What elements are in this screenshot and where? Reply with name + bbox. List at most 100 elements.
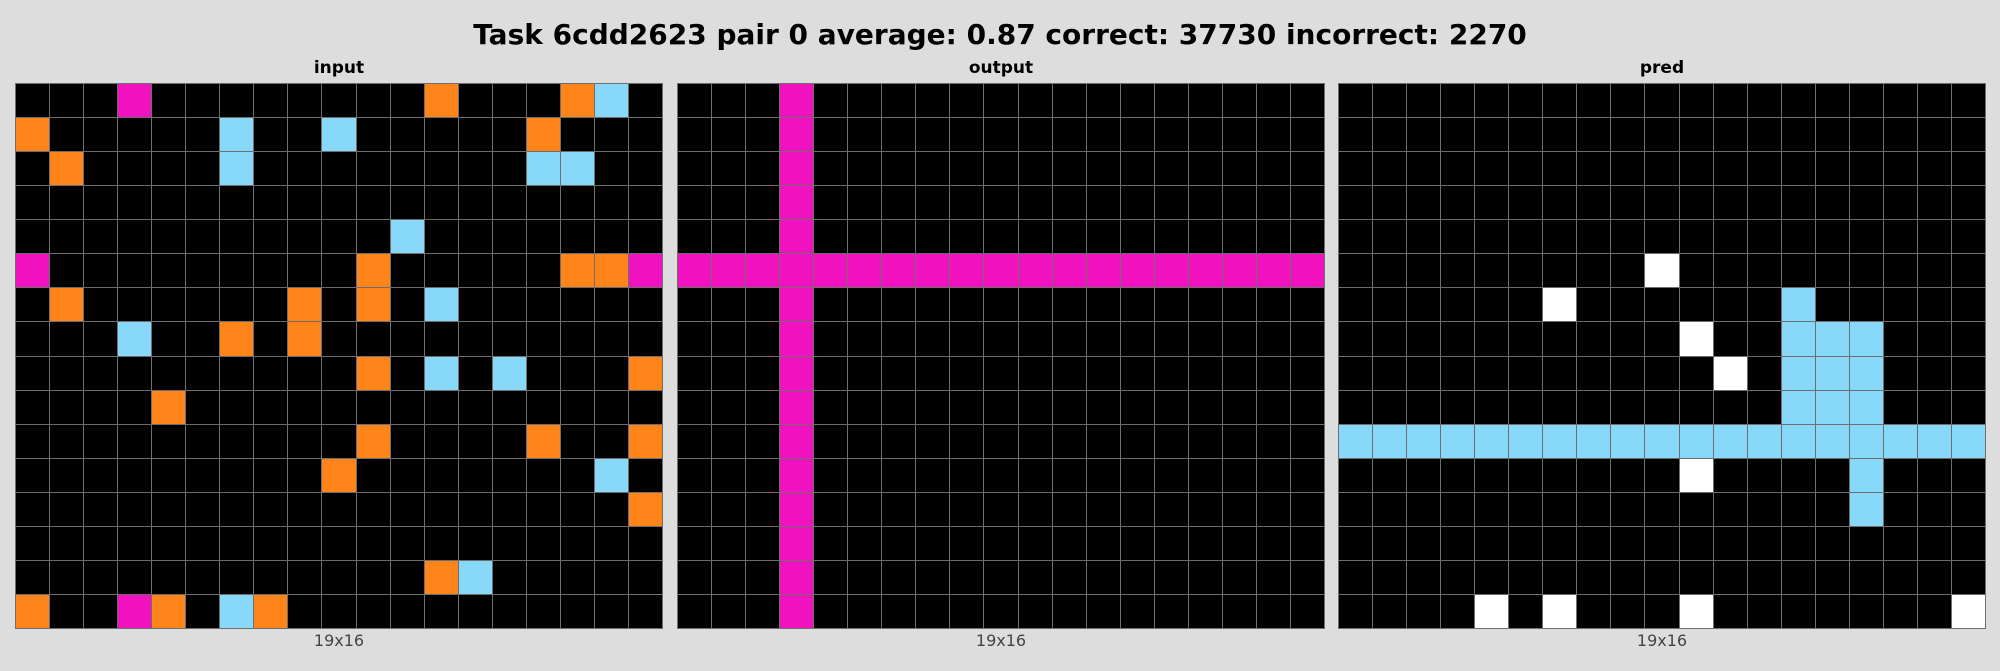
- grid-cell: [16, 84, 50, 118]
- grid-cell: [984, 560, 1018, 594]
- grid-cell: [984, 424, 1018, 458]
- grid-cell: [1849, 288, 1883, 322]
- grid-cell: [746, 356, 780, 390]
- grid-cell: [984, 390, 1018, 424]
- grid-cell: [1951, 492, 1985, 526]
- grid-cell: [1815, 152, 1849, 186]
- grid-cell: [950, 356, 984, 390]
- grid-cell: [1849, 356, 1883, 390]
- grid-cell: [984, 152, 1018, 186]
- grid-cell: [1188, 424, 1222, 458]
- grid-cell: [1154, 322, 1188, 356]
- grid-cell: [424, 526, 458, 560]
- grid-cell: [560, 560, 594, 594]
- grid-cell: [1373, 458, 1407, 492]
- grid-cell: [814, 152, 848, 186]
- grid-cell: [1883, 84, 1917, 118]
- grid-cell: [1373, 84, 1407, 118]
- grid-cell: [712, 356, 746, 390]
- panel-title: input: [313, 58, 365, 78]
- grid-cell: [118, 560, 152, 594]
- grid-cell: [984, 526, 1018, 560]
- grid-cell: [1849, 458, 1883, 492]
- grid-cell: [1781, 220, 1815, 254]
- grid-cell: [882, 322, 916, 356]
- grid-cell: [84, 424, 118, 458]
- grid-cell: [50, 424, 84, 458]
- grid-cell: [322, 424, 356, 458]
- grid-cell: [356, 492, 390, 526]
- grid-cell: [1086, 186, 1120, 220]
- grid-cell: [780, 492, 814, 526]
- grid-cell: [1815, 356, 1849, 390]
- grid-cell: [712, 84, 746, 118]
- grid-cell: [916, 152, 950, 186]
- grid-cell: [780, 220, 814, 254]
- grid-cell: [220, 322, 254, 356]
- grid-cell: [1543, 118, 1577, 152]
- grid-cell: [1713, 390, 1747, 424]
- grid-cell: [1917, 594, 1951, 628]
- grid-cell: [1815, 322, 1849, 356]
- grid-cell: [390, 424, 424, 458]
- grid-cell: [1373, 220, 1407, 254]
- grid-cell: [594, 492, 628, 526]
- grid-cell: [1339, 526, 1373, 560]
- grid-cell: [1441, 152, 1475, 186]
- grid-cell: [814, 322, 848, 356]
- grid-cell: [526, 84, 560, 118]
- grid-cell: [628, 594, 662, 628]
- grid-cell: [152, 84, 186, 118]
- grid-cell: [594, 288, 628, 322]
- grid-cell: [780, 560, 814, 594]
- grid-cell: [288, 356, 322, 390]
- grid-cell: [50, 390, 84, 424]
- grid-cell: [1018, 118, 1052, 152]
- grid-cell: [1951, 288, 1985, 322]
- grid-cell: [780, 322, 814, 356]
- grid-cell: [152, 220, 186, 254]
- grid-cell: [916, 424, 950, 458]
- grid-cell: [1407, 458, 1441, 492]
- grid-cell: [1543, 560, 1577, 594]
- grid-cell: [1611, 186, 1645, 220]
- grid-cell: [1290, 458, 1324, 492]
- grid-cell: [1611, 356, 1645, 390]
- grid-cell: [1222, 84, 1256, 118]
- grid-cell: [1475, 118, 1509, 152]
- grid-cell: [1120, 526, 1154, 560]
- grid-cell: [1849, 84, 1883, 118]
- grid-cell: [1120, 594, 1154, 628]
- grid-cell: [1781, 84, 1815, 118]
- grid-cell: [950, 458, 984, 492]
- grid-cell: [390, 356, 424, 390]
- grid-cell: [356, 458, 390, 492]
- grid-cell: [1815, 424, 1849, 458]
- grid-cell: [1543, 594, 1577, 628]
- grid-cell: [1883, 152, 1917, 186]
- grid-cell: [1577, 186, 1611, 220]
- grid-cell: [1883, 594, 1917, 628]
- grid-cell: [1441, 84, 1475, 118]
- grid-cell: [1951, 152, 1985, 186]
- grid-cell: [1713, 84, 1747, 118]
- grid-cell: [322, 492, 356, 526]
- grid-cell: [1256, 84, 1290, 118]
- grid-cell: [1951, 424, 1985, 458]
- grid-cell: [1509, 356, 1543, 390]
- grid-cell: [1052, 424, 1086, 458]
- grid-cell: [882, 458, 916, 492]
- grid-cell: [1188, 220, 1222, 254]
- grid-cell: [390, 390, 424, 424]
- grid-cell: [1256, 254, 1290, 288]
- grid-cell: [50, 526, 84, 560]
- grid-cell: [814, 84, 848, 118]
- grid-cell: [712, 254, 746, 288]
- grid-cell: [1052, 152, 1086, 186]
- grid-cell: [1407, 220, 1441, 254]
- grid-cell: [1713, 458, 1747, 492]
- grid-cell: [594, 84, 628, 118]
- grid-cell: [152, 322, 186, 356]
- grid-cell: [1611, 254, 1645, 288]
- grid-cell: [390, 458, 424, 492]
